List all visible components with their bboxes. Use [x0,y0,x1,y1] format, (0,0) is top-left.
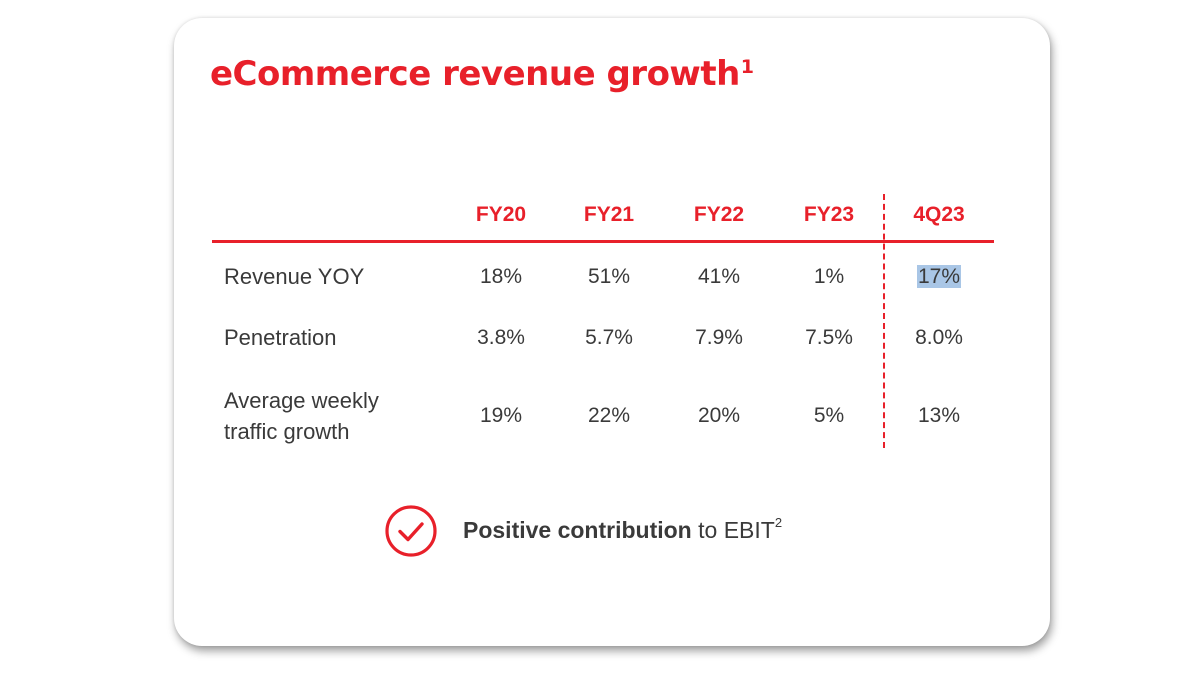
column-header-fy23: FY23 [803,203,855,226]
cell-penetration-4q23: 8.0% [915,326,963,349]
selected-text[interactable]: 17% [916,265,962,288]
cell-revenue-fy23: 1% [813,265,845,288]
row-label-traffic-growth: Average weekly traffic growth [224,385,444,447]
cell-traffic-4q23: 13% [917,404,961,427]
row-label-line-2: traffic growth [224,419,350,444]
column-header-fy20: FY20 [475,203,527,226]
cell-revenue-fy20: 18% [479,265,523,288]
ebit-note: Positive contribution to EBIT2 [463,515,783,544]
quarter-separator-dashed-line [883,194,885,448]
title-footnote: 1 [740,56,754,78]
ebit-note-rest: to EBIT [691,517,775,543]
cell-penetration-fy21: 5.7% [585,326,633,349]
cell-traffic-fy21: 22% [587,404,631,427]
column-header-fy21: FY21 [583,203,635,226]
row-label-line-1: Average weekly [224,388,379,413]
cell-traffic-fy23: 5% [813,404,845,427]
cell-traffic-fy22: 20% [697,404,741,427]
check-circle-icon [385,505,437,557]
ebit-note-footnote: 2 [774,515,783,530]
row-label-penetration: Penetration [224,325,337,350]
cell-penetration-fy22: 7.9% [695,326,743,349]
cell-penetration-fy23: 7.5% [805,326,853,349]
row-label-revenue-yoy: Revenue YOY [224,264,365,289]
header-divider [212,240,994,243]
column-header-4q23: 4Q23 [913,203,965,226]
cell-revenue-fy21: 51% [587,265,631,288]
cell-penetration-fy20: 3.8% [477,326,525,349]
cell-traffic-fy20: 19% [479,404,523,427]
ebit-note-bold: Positive contribution [463,517,692,543]
column-header-fy22: FY22 [693,203,745,226]
cell-revenue-4q23[interactable]: 17% [889,265,989,289]
title-text: eCommerce revenue growth [210,54,740,94]
slide-card: eCommerce revenue growth1 FY20 FY21 FY22… [174,18,1050,646]
slide-title: eCommerce revenue growth1 [210,54,754,94]
cell-revenue-fy22: 41% [697,265,741,288]
